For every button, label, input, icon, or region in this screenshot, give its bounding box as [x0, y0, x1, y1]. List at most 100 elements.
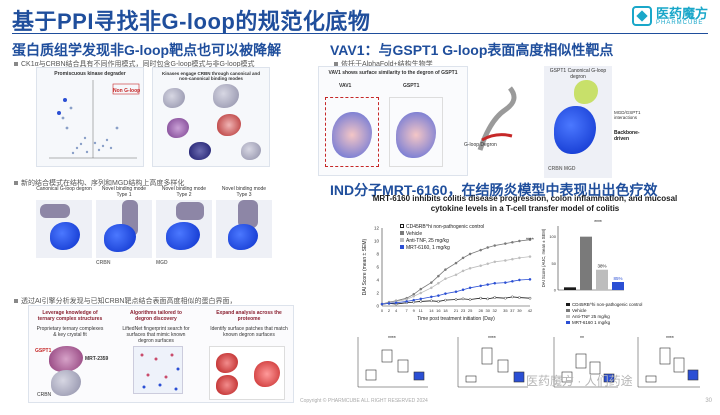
degron-surface: [50, 222, 80, 250]
data-point: [461, 269, 465, 273]
data-point: [430, 295, 433, 299]
data-point: [437, 300, 440, 303]
y-tick-label: 0: [554, 288, 557, 293]
left-bullet-1: CK1α与CRBN结合具有不同作用模式，同时包含G-loop模式与非G-loop…: [14, 59, 255, 69]
data-point: [493, 296, 497, 299]
structure-5: [189, 142, 211, 160]
data-point: [528, 296, 532, 300]
data-point: [419, 300, 423, 303]
x-tick-label: 28: [478, 308, 483, 313]
boxplot-row: **** **** ** ****: [348, 332, 708, 392]
right-bullet-1: 依托于AlphaFold+结构生物学: [334, 59, 433, 69]
gspt1-surface-box: [389, 97, 443, 167]
kinase-structures-panel: Kinases engage CRBN through canonical an…: [152, 67, 270, 167]
left-bullet-2: 新的结合模式在结构、序列和MGD结构上高度多样化: [14, 178, 184, 188]
bar: [580, 236, 592, 290]
data-point: [454, 298, 458, 301]
right-heading: VAV1：与GSPT1 G-loop表面高度相似性靶点: [330, 42, 614, 58]
data-point: [486, 283, 490, 286]
similarity-text: VAV1 shows surface similarity to the deg…: [328, 70, 458, 76]
y-tick-label: 6: [376, 265, 379, 270]
data-point: [468, 252, 472, 256]
logo-text: 医药魔方: [655, 5, 708, 21]
data-point: [430, 299, 433, 303]
legend-label: MRT-6160, 1 mg/kg: [406, 245, 450, 251]
ind-heading: IND分子MRT-6160，在结肠炎模型中表现出出色疗效: [330, 182, 658, 198]
mgd-label: MGD: [156, 260, 168, 266]
bar-legend: CD45RB^hi non-pathogenic control Vehicle…: [566, 302, 642, 326]
copyright-text: Copyright © PHARMCUBE ALL RIGHT RESERVED…: [300, 398, 428, 404]
gloop-structure: G-loop Degron: [464, 80, 530, 162]
significance-marker: ****: [594, 220, 602, 226]
left-bullet-3: 透过AI引擎分析发现与已知CRBN靶点结合表面高度相似的蛋白界面，: [14, 296, 236, 306]
y-tick-label: 4: [376, 278, 379, 283]
y-tick-label: 100: [549, 234, 556, 239]
data-point: [454, 273, 458, 277]
backbone-shape: [176, 202, 204, 220]
mrt-label: MRT-2359: [85, 356, 109, 362]
left-heading: 蛋白质组学发现非G-loop靶点也可以被降解: [12, 42, 282, 58]
volcano-plot: [49, 80, 140, 159]
data-point: [444, 298, 447, 302]
fingerprint-dots: [140, 353, 180, 391]
y-tick-label: 10: [374, 239, 380, 244]
legend-label: Vehicle: [406, 231, 423, 237]
panel2-title: Kinases engage CRBN through canonical an…: [161, 71, 260, 81]
crbn-structure: [51, 370, 81, 396]
mode-structure-4: [216, 200, 272, 258]
data-point: [518, 256, 521, 260]
data-point: [493, 244, 497, 247]
x-tick-label: 25: [468, 308, 473, 313]
data-point: [493, 260, 497, 264]
svg-text:**: **: [580, 336, 584, 342]
y-tick-label: 50: [552, 261, 557, 266]
x-tick-label: 16: [436, 308, 441, 313]
svg-text:****: ****: [666, 336, 674, 342]
data-point: [419, 297, 423, 301]
box2-title: Algorithms tailored to degron discovery: [130, 310, 182, 322]
data-point: [528, 278, 532, 281]
boxplots: **** **** ** ****: [357, 336, 700, 388]
x-tick-label: 42: [528, 308, 533, 313]
data-point: [511, 240, 514, 244]
vav1-surface: [332, 112, 372, 158]
y-tick-label: 0: [376, 304, 379, 309]
legend-label: Vehicle: [572, 308, 587, 313]
panel1-title: Promiscuous kinase degrader: [54, 71, 126, 77]
data-point: [504, 296, 507, 300]
bar-pct-label: 38%: [597, 264, 606, 269]
mgd-gspt1-interactions: MGD/GSPT1 interactions: [614, 110, 641, 120]
legend-item-vehicle: Vehicle: [400, 231, 484, 238]
header-divider: [12, 33, 708, 34]
x-tick-label: 0: [381, 308, 384, 313]
x-tick-label: 21: [454, 308, 459, 313]
bar-legend-item: CD45RB^hi non-pathogenic control: [566, 302, 642, 308]
watermark: 医药魔方 · 人们药途: [526, 374, 633, 388]
box1-title: Leverage knowledge of ternary complex st…: [37, 310, 103, 322]
box1-text: Proprietary ternary complexes & key crys…: [36, 326, 104, 338]
bar: [612, 282, 624, 290]
data-point: [387, 302, 391, 305]
structure-3: [167, 118, 189, 138]
data-point: [504, 281, 507, 284]
structure-2: [213, 84, 239, 108]
x-tick-label: 4: [395, 308, 398, 313]
x-tick-label: 37: [510, 308, 515, 313]
box2-text: LiftedNet fingerprint search for surface…: [122, 326, 190, 344]
vav1-label: VAV1: [339, 83, 352, 89]
data-point: [461, 288, 465, 292]
structure-6: [241, 142, 261, 160]
mode-structure-1: [36, 200, 92, 258]
mode-label-1: Canonical G-loop degron: [36, 186, 92, 192]
legend-item-control: CD45RB^hi non-pathogenic control: [400, 224, 484, 231]
binding-modes-row: Canonical G-loop degron Novel binding mo…: [36, 186, 276, 266]
data-point: [479, 264, 482, 268]
legend-item-antitnf: Anti-TNF, 25 mg/kg: [400, 238, 484, 245]
degron-surface: [228, 224, 258, 250]
page-title: 基于PPI寻找非G-loop的规范化底物: [12, 9, 371, 34]
svg-text:****: ****: [388, 336, 396, 342]
data-point: [412, 298, 416, 302]
data-point: [437, 274, 440, 278]
x-tick-label: 11: [419, 308, 424, 313]
match-structure-3: [254, 361, 280, 387]
